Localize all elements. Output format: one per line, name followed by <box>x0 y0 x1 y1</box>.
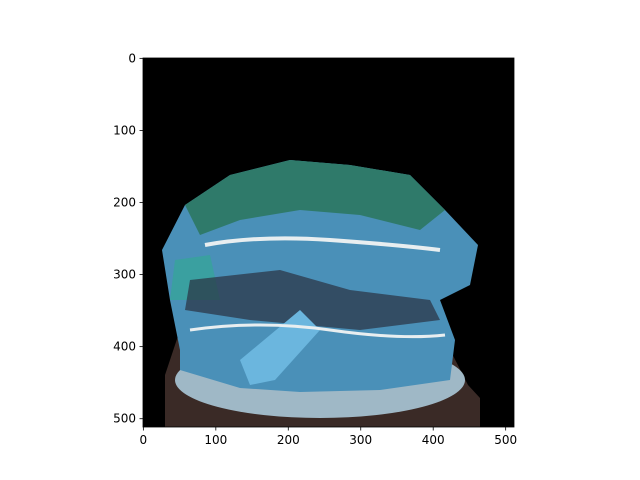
photo-icing <box>204 236 441 252</box>
x-tick-label: 100 <box>204 433 227 447</box>
photo-icing <box>189 323 446 339</box>
photo <box>143 58 514 427</box>
x-tick-label: 0 <box>140 433 148 447</box>
y-tick-label: 0 <box>128 51 136 65</box>
y-tick-label: 300 <box>113 268 136 282</box>
x-tick-label: 400 <box>422 433 445 447</box>
y-tick-label: 100 <box>113 123 136 137</box>
x-tick-label: 500 <box>494 433 517 447</box>
x-tick-label: 300 <box>349 433 372 447</box>
axes-frame <box>142 57 515 428</box>
photo-shadow <box>185 270 440 330</box>
y-tick-label: 400 <box>113 340 136 354</box>
y-tick-label: 500 <box>113 412 136 426</box>
photo-top <box>185 160 445 235</box>
photo-strip <box>240 310 320 385</box>
x-tick-label: 200 <box>277 433 300 447</box>
y-tick-label: 200 <box>113 196 136 210</box>
